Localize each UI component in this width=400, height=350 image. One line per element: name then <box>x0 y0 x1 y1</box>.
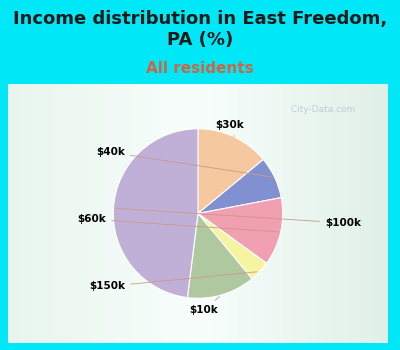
Wedge shape <box>198 198 283 263</box>
Wedge shape <box>187 214 252 298</box>
Text: $100k: $100k <box>116 208 361 228</box>
Text: Income distribution in East Freedom,
PA (%): Income distribution in East Freedom, PA … <box>13 10 387 49</box>
Text: All residents: All residents <box>146 61 254 76</box>
Wedge shape <box>198 129 263 214</box>
Text: $40k: $40k <box>96 147 272 177</box>
Wedge shape <box>113 129 198 298</box>
Wedge shape <box>198 214 266 279</box>
Text: City-Data.com: City-Data.com <box>285 105 355 114</box>
Text: $60k: $60k <box>78 215 278 232</box>
Text: $150k: $150k <box>89 272 257 292</box>
Text: $30k: $30k <box>216 120 244 137</box>
Text: $10k: $10k <box>190 297 220 315</box>
Wedge shape <box>198 160 281 214</box>
